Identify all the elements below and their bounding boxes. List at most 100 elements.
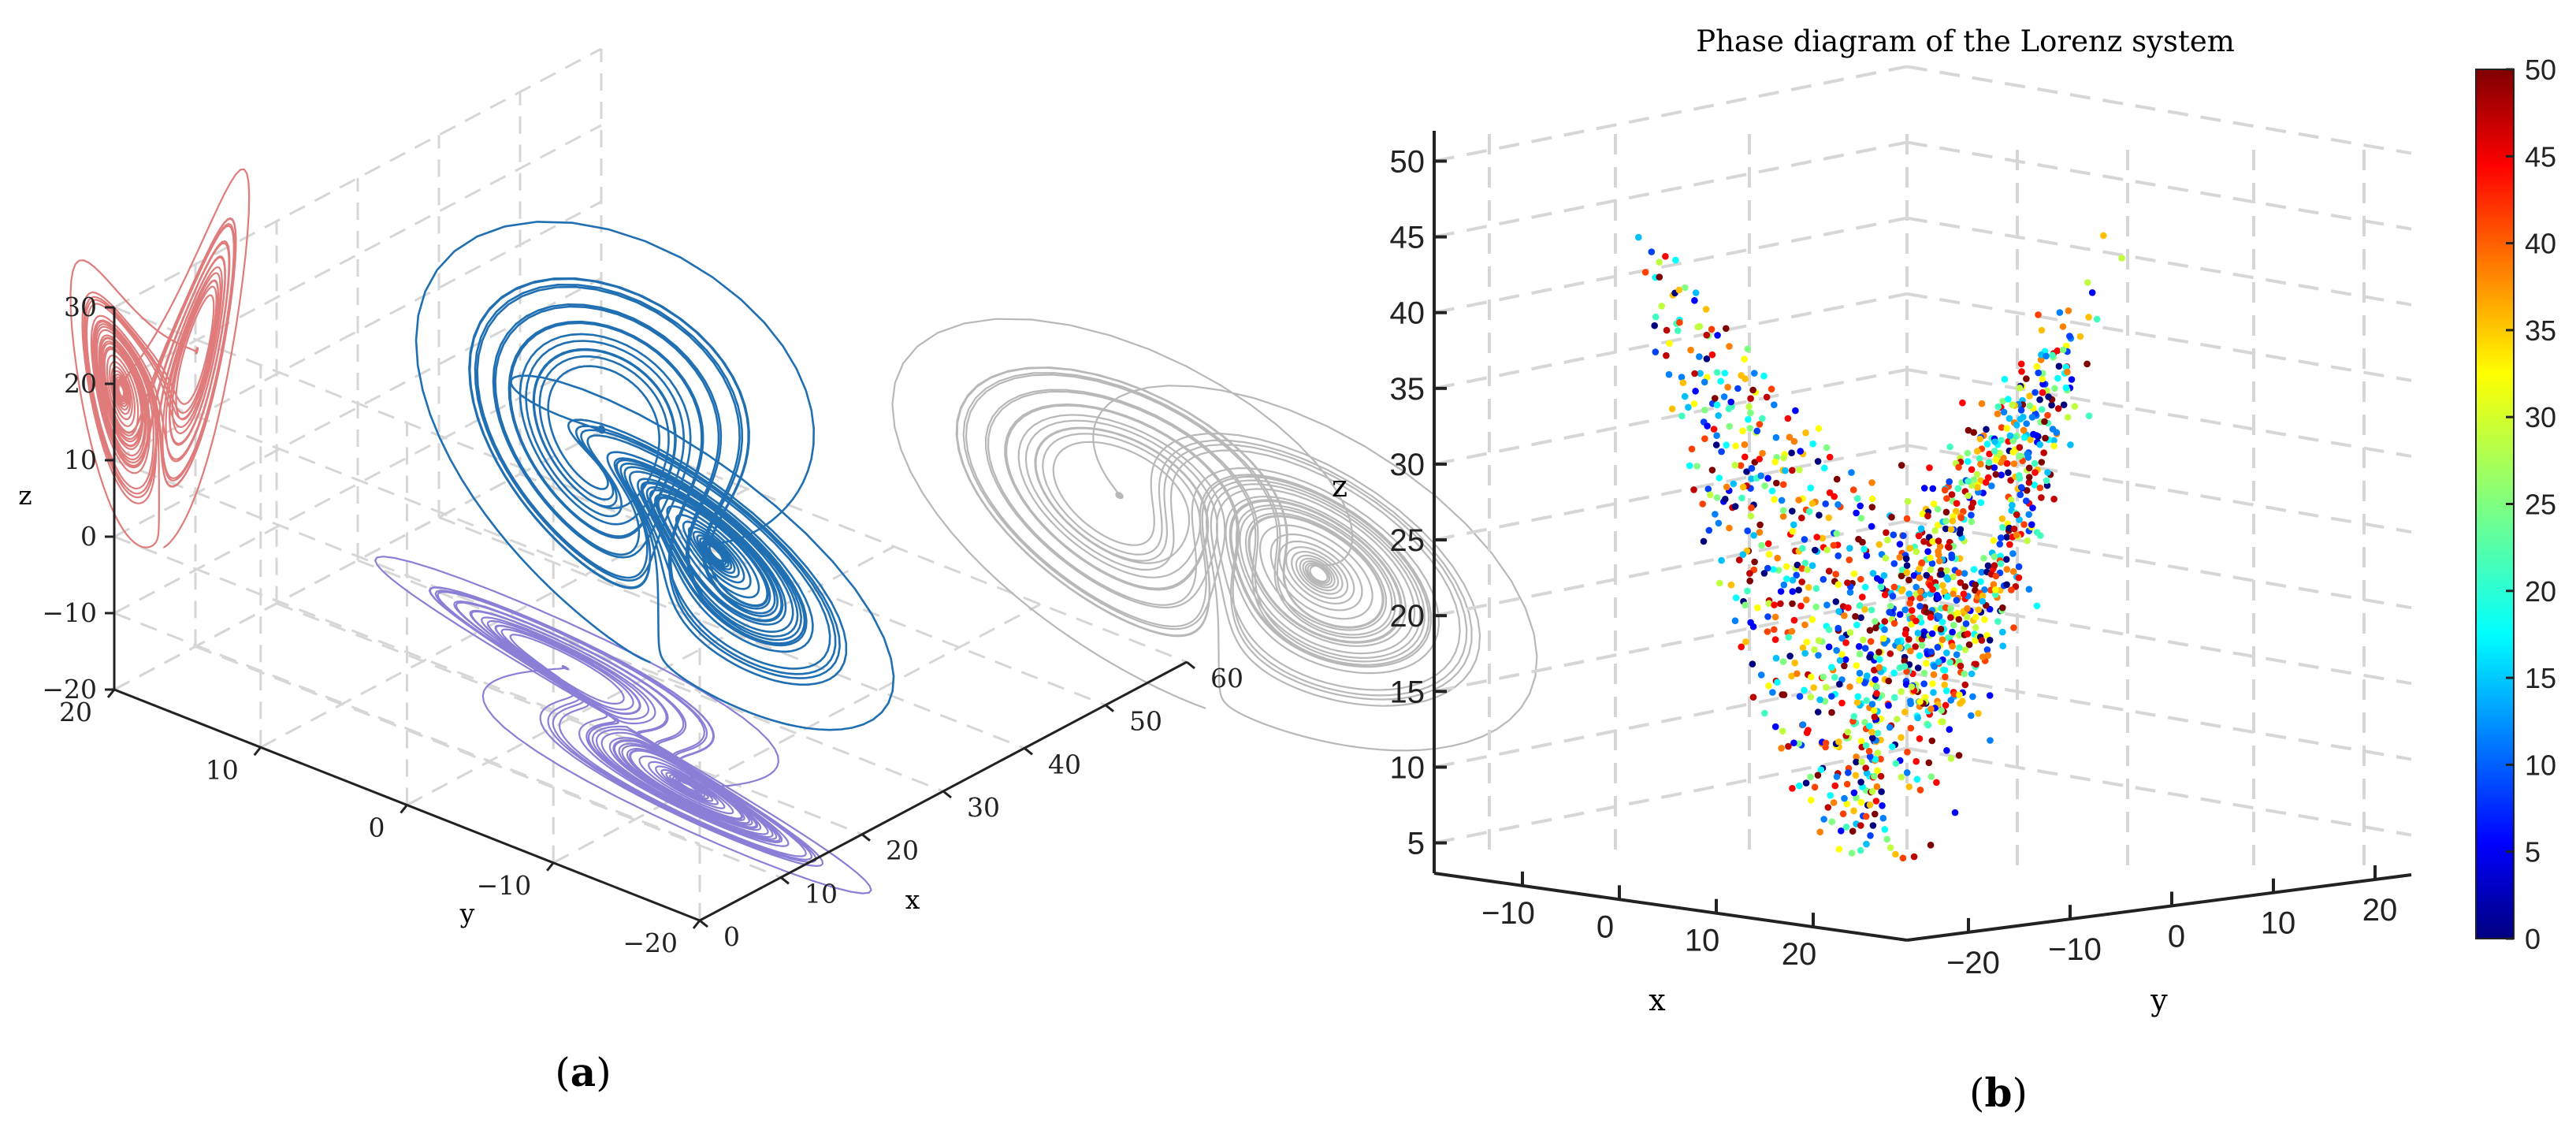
scatter-point <box>1992 456 2000 463</box>
scatter-point <box>2038 459 2046 466</box>
a-xtick-label: 0 <box>723 921 740 952</box>
scatter-point <box>2064 414 2072 421</box>
scatter-point <box>1891 694 1898 701</box>
scatter-point <box>1927 554 1934 562</box>
scatter-point <box>1815 425 1823 432</box>
scatter-point <box>1942 701 1950 709</box>
scatter-point <box>1907 700 1914 708</box>
scatter-point <box>1796 782 1803 790</box>
scatter-point <box>2009 401 2016 408</box>
colorbar-ticks <box>2506 68 2514 940</box>
colorbar-tick-labels: 0 5 10 15 20 25 30 35 40 45 50 <box>2525 54 2556 955</box>
scatter-point <box>1825 514 1833 522</box>
scatter-point <box>2039 375 2046 383</box>
scatter-point <box>2066 333 2073 340</box>
scatter-point <box>2024 537 2031 545</box>
scatter-point <box>1883 529 1890 537</box>
scatter-point <box>1984 562 1992 570</box>
scatter-point <box>1961 681 1969 689</box>
scatter-point <box>1942 508 1950 516</box>
scatter-point <box>1771 458 1779 466</box>
a-trajectory <box>414 221 895 731</box>
scatter-point <box>1718 448 1725 456</box>
scatter-point <box>2016 385 2024 392</box>
scatter-point <box>1831 674 1838 681</box>
scatter-point <box>1757 472 1764 479</box>
scatter-point <box>1972 624 1979 631</box>
scatter-point <box>1901 663 1909 670</box>
scatter-point <box>1867 832 1874 839</box>
scatter-point <box>1890 531 1898 538</box>
scatter-point <box>1898 734 1905 742</box>
scatter-point <box>1934 522 1942 529</box>
scatter-point <box>2009 550 2017 557</box>
scatter-point <box>1965 426 1972 434</box>
scatter-point <box>2033 363 2041 370</box>
scatter-point <box>2059 346 2067 354</box>
scatter-point <box>1690 486 1697 493</box>
scatter-point <box>1960 590 1968 597</box>
scatter-point <box>2005 469 2012 476</box>
scatter-point <box>1871 713 1879 720</box>
scatter-point <box>1807 773 1814 781</box>
scatter-point <box>2065 307 2072 314</box>
scatter-point <box>1802 429 1809 437</box>
scatter-point <box>1796 467 1803 474</box>
scatter-point <box>1785 634 1793 641</box>
scatter-point <box>1929 586 1936 593</box>
scatter-point <box>1980 555 1987 562</box>
scatter-point <box>1765 600 1772 607</box>
scatter-point <box>1931 527 1939 534</box>
scatter-point <box>1771 601 1778 608</box>
scatter-point <box>1902 555 1910 563</box>
scatter-point <box>1859 593 1866 601</box>
scatter-point <box>1737 462 1745 469</box>
scatter-point <box>1877 755 1884 763</box>
scatter-point <box>1746 425 1753 432</box>
scatter-point <box>1949 628 1956 636</box>
scatter-point <box>1641 269 1649 276</box>
scatter-point <box>1779 658 1787 665</box>
scatter-point <box>1917 525 1925 533</box>
scatter-point <box>1803 638 1811 645</box>
scatter-point <box>1943 687 1950 694</box>
a-projection-xy <box>374 556 872 894</box>
scatter-point <box>2041 418 2048 426</box>
scatter-point <box>1935 557 1943 565</box>
scatter-point <box>1890 560 1898 567</box>
scatter-point <box>1789 527 1797 535</box>
scatter-point <box>1831 782 1839 790</box>
scatter-point <box>1959 697 1966 705</box>
scatter-point <box>2009 448 2017 456</box>
scatter-point <box>1779 507 1787 514</box>
scatter-point <box>2031 469 2039 476</box>
scatter-point <box>1843 780 1851 788</box>
scatter-point <box>1724 384 1731 391</box>
scatter-point <box>1982 478 1990 486</box>
scatter-point <box>1969 693 1976 701</box>
scatter-point <box>1923 571 1931 579</box>
scatter-point <box>1759 449 1766 457</box>
scatter-point <box>1999 604 2006 612</box>
scatter-point <box>1685 404 1692 411</box>
scatter-point <box>1978 568 1986 576</box>
scatter-point <box>1941 667 1949 674</box>
scatter-point <box>1998 471 2005 478</box>
scatter-point <box>1935 594 1942 601</box>
scatter-point <box>2062 384 2070 392</box>
scatter-point <box>1987 737 1994 744</box>
scatter-point <box>1701 378 1708 386</box>
scatter-point <box>1865 747 1873 755</box>
scatter-point <box>1990 581 1998 588</box>
scatter-point <box>1935 658 1942 666</box>
scatter-point <box>1957 662 1965 670</box>
scatter-point <box>1803 596 1810 604</box>
scatter-point <box>2043 477 2050 485</box>
scatter-point <box>1802 779 1810 787</box>
scatter-point <box>1875 664 1883 671</box>
panel-b: Phase diagram of the Lorenz system 5 10 15… <box>1332 24 2556 1116</box>
scatter-point <box>1662 253 1669 260</box>
scatter-point <box>1716 579 1723 587</box>
scatter-point <box>1693 463 1701 470</box>
